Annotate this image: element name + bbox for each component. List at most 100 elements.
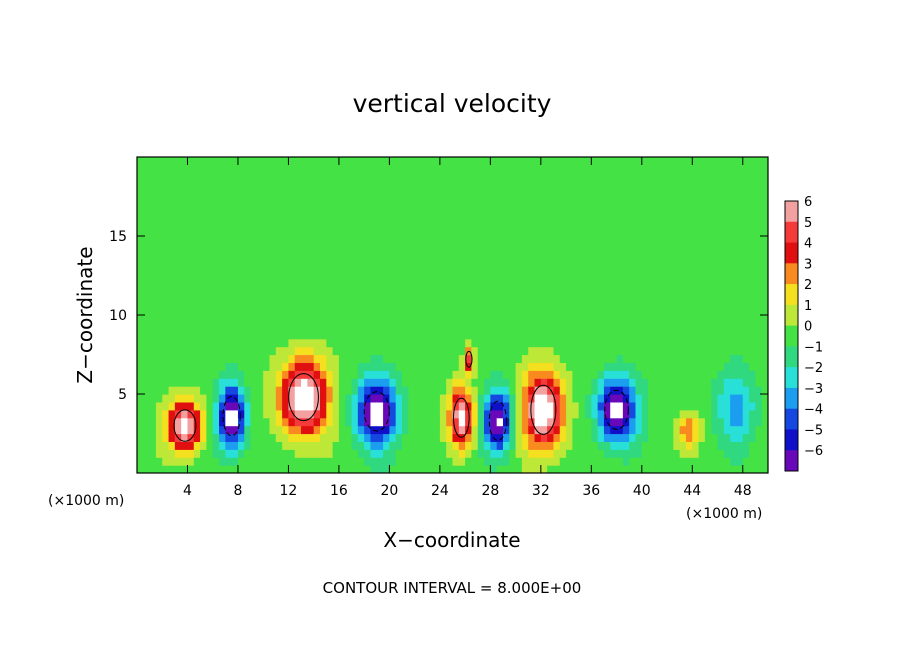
heatmap-cell bbox=[408, 188, 416, 198]
heatmap-cell bbox=[490, 465, 498, 473]
heatmap-cell bbox=[420, 180, 428, 190]
heatmap-cell bbox=[679, 212, 687, 221]
heatmap-cell bbox=[137, 338, 144, 348]
heatmap-cell bbox=[370, 307, 378, 316]
heatmap-cell bbox=[414, 275, 422, 284]
heatmap-cell bbox=[648, 228, 656, 237]
heatmap-cell bbox=[490, 172, 498, 182]
heatmap-cell bbox=[742, 425, 750, 435]
heatmap-cell bbox=[225, 315, 233, 324]
heatmap-cell bbox=[193, 330, 201, 340]
heatmap-cell bbox=[490, 180, 498, 190]
heatmap-cell bbox=[685, 417, 693, 427]
heatmap-cell bbox=[502, 465, 510, 473]
heatmap-cell bbox=[313, 370, 321, 379]
heatmap-cell bbox=[641, 220, 649, 229]
heatmap-cell bbox=[345, 236, 353, 245]
heatmap-cell bbox=[370, 378, 378, 387]
heatmap-cell bbox=[193, 315, 201, 324]
heatmap-cell bbox=[212, 291, 220, 300]
heatmap-cell bbox=[660, 338, 668, 348]
heatmap-cell bbox=[452, 251, 460, 261]
heatmap-cell bbox=[742, 275, 750, 284]
heatmap-cell bbox=[282, 315, 290, 324]
heatmap-cell bbox=[395, 196, 403, 205]
heatmap-cell bbox=[667, 212, 674, 221]
heatmap-cell bbox=[654, 299, 662, 308]
heatmap-cell bbox=[357, 378, 365, 387]
heatmap-cell bbox=[660, 322, 668, 332]
heatmap-cell bbox=[193, 157, 201, 166]
heatmap-cell bbox=[313, 307, 321, 316]
x-tick-label: 12 bbox=[280, 483, 298, 499]
heatmap-cell bbox=[263, 386, 271, 395]
heatmap-cell bbox=[452, 370, 460, 379]
heatmap-cell bbox=[383, 401, 390, 411]
heatmap-cell bbox=[673, 291, 681, 300]
heatmap-cell bbox=[465, 291, 473, 300]
heatmap-cell bbox=[439, 259, 447, 269]
heatmap-cell bbox=[458, 465, 466, 473]
heatmap-cell bbox=[174, 236, 182, 245]
heatmap-cell bbox=[313, 204, 321, 213]
heatmap-cell bbox=[187, 417, 195, 427]
heatmap-cell bbox=[502, 394, 510, 403]
heatmap-cell bbox=[566, 259, 573, 269]
heatmap-cell bbox=[515, 315, 523, 324]
heatmap-cell bbox=[591, 220, 599, 229]
heatmap-cell bbox=[364, 417, 372, 427]
heatmap-cell bbox=[559, 307, 567, 316]
heatmap-cell bbox=[149, 291, 157, 300]
heatmap-cell bbox=[250, 322, 258, 332]
heatmap-cell bbox=[458, 228, 466, 237]
heatmap-cell bbox=[509, 378, 517, 387]
heatmap-cell bbox=[370, 370, 378, 379]
heatmap-cell bbox=[402, 307, 409, 316]
heatmap-cell bbox=[402, 378, 409, 387]
heatmap-cell bbox=[553, 180, 561, 190]
heatmap-cell bbox=[345, 449, 353, 458]
heatmap-cell bbox=[717, 196, 725, 205]
heatmap-cell bbox=[490, 370, 498, 379]
heatmap-cell bbox=[332, 283, 340, 292]
heatmap-cell bbox=[420, 465, 428, 473]
heatmap-cell bbox=[484, 338, 491, 348]
heatmap-cell bbox=[572, 291, 580, 300]
heatmap-cell bbox=[629, 378, 637, 387]
heatmap-cell bbox=[660, 251, 668, 261]
heatmap-cell bbox=[534, 236, 542, 245]
heatmap-cell bbox=[641, 291, 649, 300]
colorbar-label: 4 bbox=[804, 237, 812, 252]
heatmap-cell bbox=[458, 449, 466, 458]
heatmap-cell bbox=[193, 228, 201, 237]
heatmap-cell bbox=[465, 180, 473, 190]
heatmap-cell bbox=[219, 243, 226, 253]
heatmap-cell bbox=[219, 378, 226, 387]
heatmap-cell bbox=[685, 196, 693, 205]
heatmap-cell bbox=[673, 433, 681, 442]
heatmap-cell bbox=[332, 409, 340, 419]
heatmap-cell bbox=[521, 425, 529, 435]
heatmap-cell bbox=[458, 251, 466, 261]
heatmap-cell bbox=[383, 172, 390, 182]
heatmap-cell bbox=[717, 409, 725, 419]
heatmap-cell bbox=[364, 322, 372, 332]
heatmap-cell bbox=[761, 417, 768, 427]
heatmap-cell bbox=[679, 457, 687, 466]
heatmap-cell bbox=[326, 172, 334, 182]
heatmap-cell bbox=[698, 457, 706, 466]
heatmap-cell bbox=[395, 433, 403, 442]
heatmap-cell bbox=[597, 362, 605, 371]
heatmap-cell bbox=[244, 370, 252, 379]
heatmap-cell bbox=[452, 196, 460, 205]
heatmap-cell bbox=[250, 338, 258, 348]
heatmap-cell bbox=[761, 322, 768, 332]
heatmap-cell bbox=[723, 401, 731, 411]
heatmap-cell bbox=[610, 164, 618, 174]
heatmap-cell bbox=[168, 417, 176, 427]
heatmap-cell bbox=[641, 157, 649, 166]
heatmap-cell bbox=[597, 259, 605, 269]
heatmap-cell bbox=[250, 157, 258, 166]
heatmap-cell bbox=[174, 283, 182, 292]
heatmap-cell bbox=[515, 251, 523, 261]
